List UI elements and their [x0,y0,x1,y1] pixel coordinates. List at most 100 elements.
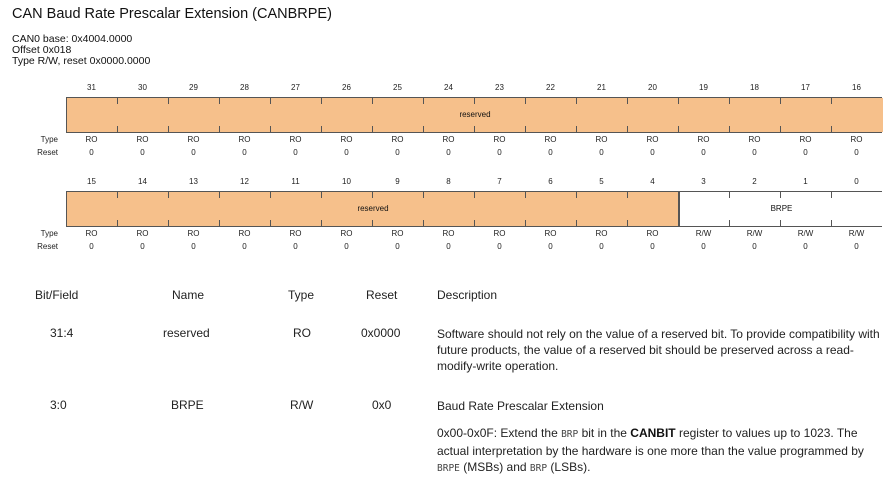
register-diagram-upper: 31 30 29 28 27 26 25 24 23 22 21 20 19 18 17 16 reserve… [22,83,888,163]
bit-tick [576,220,577,226]
desc-text: (LSBs). [547,460,591,474]
header-description: Description [437,288,498,302]
bit-reset: 0 [854,242,859,251]
bit-tick [627,98,628,104]
bit-number-row-upper: 31 30 29 28 27 26 25 24 23 22 21 20 19 18 17 16 [22,83,888,94]
field-bar-lower: reserved BRPE [66,191,883,227]
bit-number: 28 [240,83,249,92]
bit-reset: 0 [650,148,655,157]
bit-tick [474,126,475,132]
bit-reset: 0 [701,148,706,157]
bit-reset: 0 [89,242,94,251]
bit-number: 14 [138,177,147,186]
bit-reset: 0 [89,148,94,157]
bit-type: RO [697,135,710,144]
register-title: CAN Baud Rate Prescalar Extension (CANBR… [12,6,332,22]
bit-reset: 0 [752,242,757,251]
bit-number: 11 [291,177,300,186]
bit-tick [423,98,424,104]
bit-tick [627,126,628,132]
bit-tick [525,98,526,104]
bit-tick [525,220,526,226]
bit-reset: 0 [446,242,451,251]
bit-tick [270,126,271,132]
bit-type: RO [595,229,608,238]
bit-tick [168,126,169,132]
bit-tick [219,98,220,104]
bit-reset: 0 [548,148,553,157]
bit-type: R/W [797,229,814,238]
bit-tick [219,192,220,198]
bit-tick [627,220,628,226]
desc-text: register to values up to 1023. The actua… [437,426,864,458]
bit-reset: 0 [293,242,298,251]
bit-tick [678,192,679,226]
bit-tick [117,192,118,198]
bit-tick [576,126,577,132]
bit-type: RO [340,135,353,144]
bit-tick [168,98,169,104]
bit-number: 20 [648,83,657,92]
reset-cell: 0x0000 [361,326,401,340]
reset-row-label: Reset [37,148,58,157]
bit-type: RO [85,229,98,238]
bit-type: RO [136,135,149,144]
bit-reset: 0 [140,242,145,251]
bit-tick [321,192,322,198]
bit-reset: 0 [191,242,196,251]
bit-reset: 0 [803,242,808,251]
bit-reset: 0 [140,148,145,157]
bit-number: 24 [444,83,453,92]
bit-tick [627,192,628,198]
bit-reset: 0 [599,242,604,251]
bit-tick [831,98,832,104]
bit-number: 6 [548,177,553,186]
bit-number: 27 [291,83,300,92]
bitfield-cell: 3:0 [50,398,67,412]
description-cell: 0x00-0x0F: Extend the BRP bit in the CAN… [437,425,882,477]
bit-number: 10 [342,177,351,186]
bit-tick [729,220,730,226]
bit-tick [321,220,322,226]
type-row-lower: RO RO RO RO RO RO RO RO RO RO RO RO R/W R/W R/W R/W [22,229,888,240]
bit-type: RO [238,229,251,238]
type-row-label: Type [40,229,58,238]
bit-reset: 0 [650,242,655,251]
type-row-upper: RO RO RO RO RO RO RO RO RO RO RO RO RO RO RO RO [22,135,888,146]
bit-number: 16 [852,83,861,92]
reset-cell: 0x0 [372,398,392,412]
bit-number: 9 [395,177,400,186]
bit-reset: 0 [803,148,808,157]
bit-tick [168,220,169,226]
bit-type: RO [493,229,506,238]
bit-type: RO [187,135,200,144]
bit-number: 26 [342,83,351,92]
bit-reset: 0 [701,242,706,251]
bit-tick [780,192,781,198]
desc-text: bit in the [578,426,631,440]
register-type-reset: Type R/W, reset 0x0000.0000 [12,55,151,67]
bit-type: RO [544,135,557,144]
bit-tick [831,220,832,226]
bit-reset: 0 [191,148,196,157]
bit-number: 21 [597,83,606,92]
bit-number: 30 [138,83,147,92]
bit-tick [525,192,526,198]
bit-type: RO [799,135,812,144]
bit-tick [219,220,220,226]
bit-tick [729,98,730,104]
bit-number: 15 [87,177,96,186]
header-bitfield: Bit/Field [35,288,79,302]
register-diagram-lower: 15 14 13 12 11 10 9 8 7 6 5 4 3 2 1 0 reserved BRPE Type… [22,177,888,257]
register-name-canbit: CANBIT [630,426,676,440]
bit-type: R/W [746,229,763,238]
bit-type: RO [136,229,149,238]
bit-number: 17 [801,83,810,92]
bit-type: RO [391,229,404,238]
bit-tick [372,220,373,226]
description-title: Baud Rate Prescalar Extension [437,399,604,413]
bit-tick [117,98,118,104]
field-reserved: reserved [67,98,883,132]
bit-reset: 0 [446,148,451,157]
bit-tick [321,98,322,104]
